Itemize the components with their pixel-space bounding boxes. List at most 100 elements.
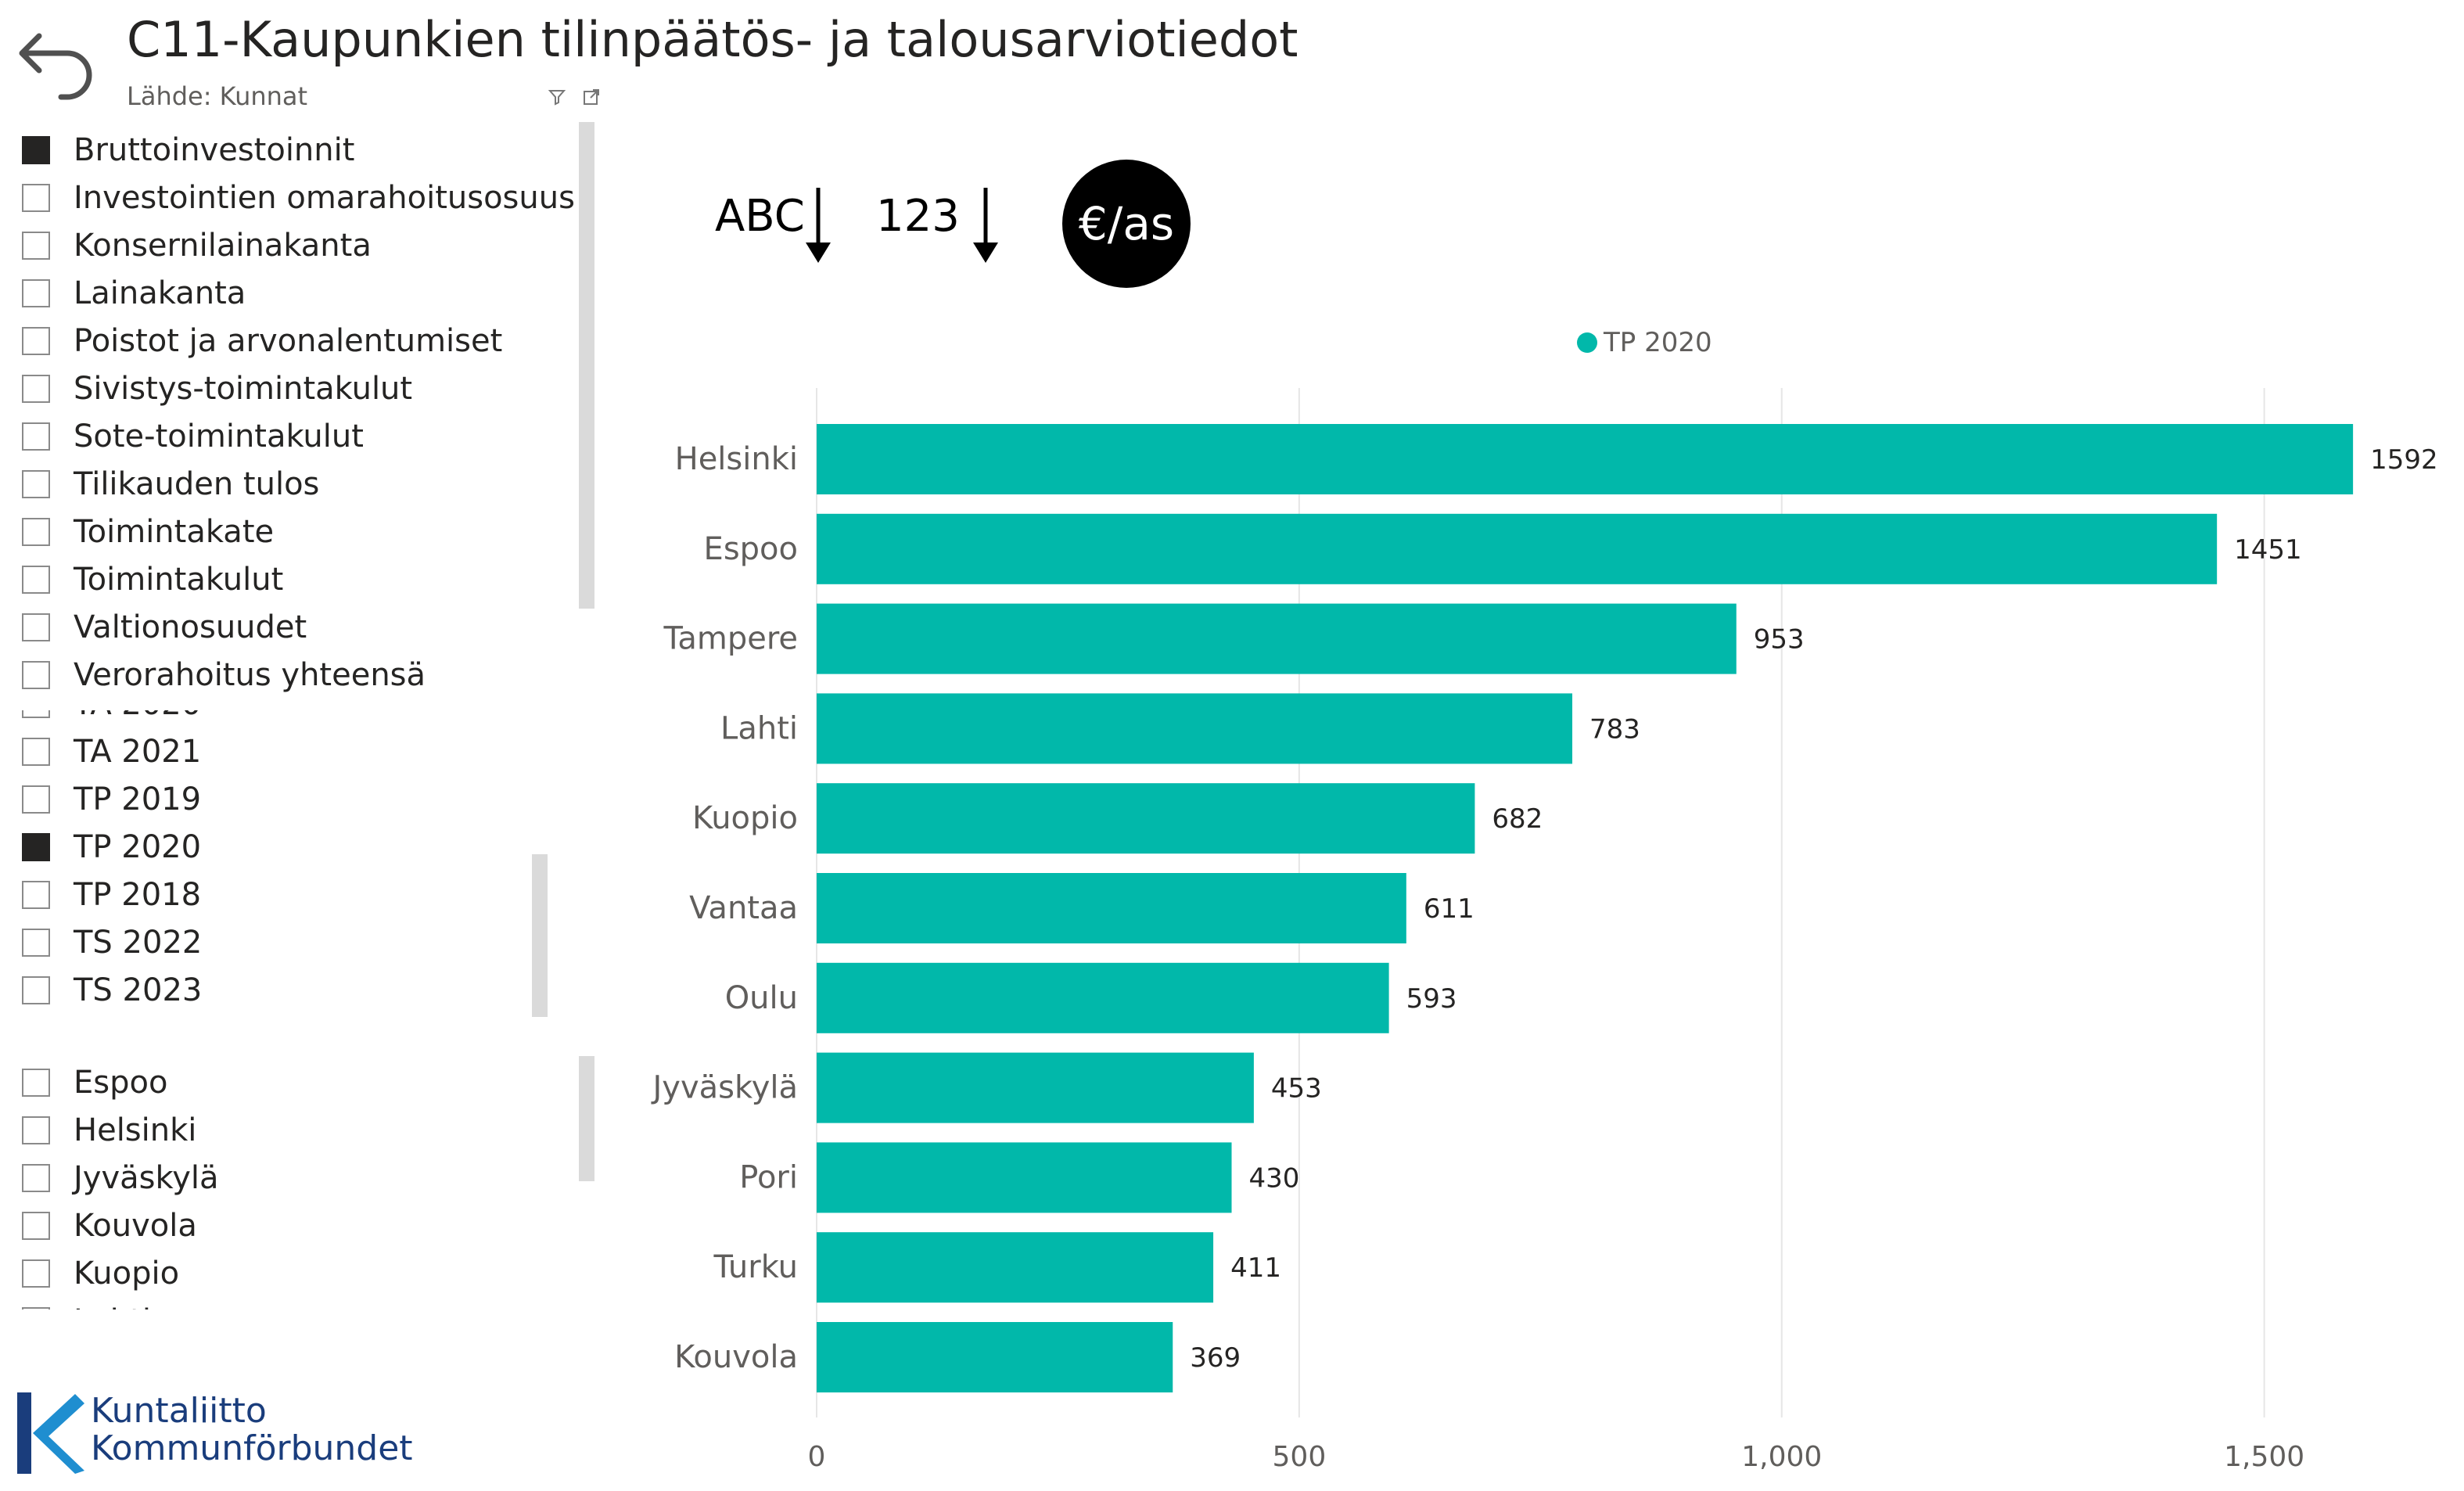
slicer-item-lainakanta[interactable]: Lainakanta <box>22 273 246 314</box>
bar[interactable] <box>817 603 1737 674</box>
category-label: Tampere <box>663 621 798 657</box>
bar[interactable] <box>817 1232 1214 1303</box>
slicer-item-toimintakate[interactable]: Toimintakate <box>22 512 274 552</box>
checkbox[interactable] <box>22 1307 50 1310</box>
slicer-item-verorahoitus-yhteensa[interactable]: Verorahoitus yhteensä <box>22 655 426 695</box>
sort-down-arrow-icon[interactable] <box>803 185 834 268</box>
slicer-item-label: TS 2023 <box>74 972 203 1008</box>
page-title: C11-Kaupunkien tilinpäätös- ja talousarv… <box>127 11 1298 68</box>
data-label: 369 <box>1190 1342 1241 1374</box>
checkbox[interactable] <box>22 785 50 814</box>
slicer-item-jyvaskyla[interactable]: Jyväskylä <box>22 1158 219 1198</box>
checkbox[interactable] <box>22 1069 50 1097</box>
slicer-item-ts-2023[interactable]: TS 2023 <box>22 970 202 1011</box>
checkbox[interactable] <box>22 518 50 546</box>
slicer-item-ta-2021[interactable]: TA 2021 <box>22 731 201 772</box>
category-label: Lahti <box>720 710 798 746</box>
bar[interactable] <box>817 783 1475 854</box>
slicer-item-bruttoinvestoinnit[interactable]: Bruttoinvestoinnit <box>22 130 354 171</box>
checkbox[interactable] <box>22 566 50 594</box>
slicer-item-tp-2020[interactable]: TP 2020 <box>22 827 201 868</box>
checkbox[interactable] <box>22 184 50 212</box>
data-label: 430 <box>1249 1162 1300 1194</box>
checkbox[interactable] <box>22 422 50 451</box>
bar[interactable] <box>817 1142 1232 1213</box>
sort-abc-button[interactable]: ABC <box>715 191 805 242</box>
bar[interactable] <box>817 424 2354 494</box>
checkbox[interactable] <box>22 136 50 164</box>
data-label: 593 <box>1406 983 1457 1015</box>
slicer-item-valtionosuudet[interactable]: Valtionosuudet <box>22 607 307 648</box>
slicer-item-label: TA 2021 <box>74 734 202 770</box>
bar[interactable] <box>817 1052 1254 1123</box>
slicer-item-ts-2022[interactable]: TS 2022 <box>22 922 202 963</box>
x-tick-label: 500 <box>1273 1441 1327 1473</box>
checkbox[interactable] <box>22 279 50 307</box>
city-slicer-scrollbar[interactable] <box>579 1056 594 1181</box>
slicer-item-sivistys-toimintakulut[interactable]: Sivistys-toimintakulut <box>22 368 412 409</box>
x-tick-label: 1,500 <box>2224 1441 2304 1473</box>
checkbox[interactable] <box>22 976 50 1004</box>
bar[interactable] <box>817 513 2218 584</box>
checkbox[interactable] <box>22 232 50 260</box>
slicer-item-label: Bruttoinvestoinnit <box>74 132 355 168</box>
slicer-item-lahti[interactable]: Lahti <box>22 1301 151 1310</box>
checkbox[interactable] <box>22 1164 50 1192</box>
back-arrow-icon[interactable] <box>11 14 97 100</box>
slicer-item-helsinki[interactable]: Helsinki <box>22 1110 196 1151</box>
filter-icon[interactable] <box>548 88 566 106</box>
slicer-item-ta-2020[interactable]: TA 2020 <box>22 710 201 724</box>
slicer-item-espoo[interactable]: Espoo <box>22 1062 167 1103</box>
data-label: 682 <box>1492 803 1543 835</box>
unit-badge-button[interactable]: €/as <box>1062 160 1191 288</box>
slicer-item-label: Helsinki <box>74 1112 197 1148</box>
slicer-item-tp-2018[interactable]: TP 2018 <box>22 875 201 915</box>
checkbox[interactable] <box>22 613 50 641</box>
data-label: 453 <box>1271 1073 1322 1105</box>
checkbox[interactable] <box>22 1259 50 1288</box>
slicer-item-tilikauden-tulos[interactable]: Tilikauden tulos <box>22 464 319 505</box>
bar[interactable] <box>817 962 1389 1033</box>
slicer-item-konsernilainakanta[interactable]: Konsernilainakanta <box>22 225 372 266</box>
slicer-item-toimintakulut[interactable]: Toimintakulut <box>22 559 283 600</box>
slicer-item-poistot[interactable]: Poistot ja arvonalentumiset <box>22 321 502 361</box>
checkbox[interactable] <box>22 710 50 718</box>
checkbox[interactable] <box>22 470 50 498</box>
focus-mode-icon[interactable] <box>582 88 601 106</box>
sort-123-button[interactable]: 123 <box>876 191 960 242</box>
checkbox[interactable] <box>22 661 50 689</box>
city-slicer: Espoo Helsinki Jyväskylä Kouvola Kuopio … <box>0 1062 579 1310</box>
slicer-item-label: Toimintakulut <box>74 562 284 598</box>
slicer-item-label: Valtionosuudet <box>74 609 307 645</box>
slicer-item-investointien-omarahoitusosuus[interactable]: Investointien omarahoitusosuus <box>22 178 575 218</box>
slicer-item-label: Sivistys-toimintakulut <box>74 371 413 407</box>
sort-down-arrow-icon[interactable] <box>970 185 1001 268</box>
checkbox[interactable] <box>22 1116 50 1144</box>
category-label: Helsinki <box>675 441 798 477</box>
checkbox[interactable] <box>22 375 50 403</box>
checkbox[interactable] <box>22 327 50 355</box>
slicer-item-kuopio[interactable]: Kuopio <box>22 1253 179 1294</box>
category-label: Kuopio <box>692 800 798 836</box>
checkbox[interactable] <box>22 738 50 766</box>
category-label: Kouvola <box>674 1339 798 1375</box>
measure-slicer-scrollbar[interactable] <box>579 122 594 609</box>
slicer-item-label: Lahti <box>74 1303 151 1310</box>
slicer-item-label: Verorahoitus yhteensä <box>74 657 426 693</box>
checkbox[interactable] <box>22 929 50 957</box>
year-slicer-scrollbar[interactable] <box>532 854 548 1017</box>
slicer-item-kouvola[interactable]: Kouvola <box>22 1205 197 1246</box>
slicer-item-label: Poistot ja arvonalentumiset <box>74 323 503 359</box>
slicer-item-label: Tilikauden tulos <box>74 466 320 502</box>
checkbox[interactable] <box>22 881 50 909</box>
slicer-item-tp-2019[interactable]: TP 2019 <box>22 779 201 820</box>
bar[interactable] <box>817 873 1406 943</box>
data-label: 1451 <box>2234 534 2302 566</box>
slicer-item-label: Lainakanta <box>74 275 246 311</box>
bar[interactable] <box>817 1322 1173 1392</box>
slicer-item-label: TS 2022 <box>74 925 203 961</box>
checkbox[interactable] <box>22 1212 50 1240</box>
slicer-item-sote-toimintakulut[interactable]: Sote-toimintakulut <box>22 416 364 457</box>
bar[interactable] <box>817 693 1573 764</box>
checkbox[interactable] <box>22 833 50 861</box>
